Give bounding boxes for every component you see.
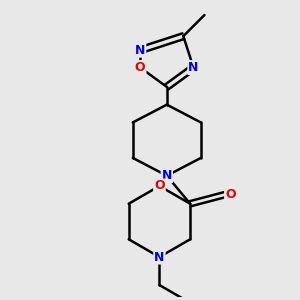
Text: N: N <box>162 169 172 182</box>
Text: O: O <box>135 61 146 74</box>
Text: N: N <box>154 250 165 263</box>
Text: N: N <box>188 61 199 74</box>
Text: O: O <box>154 179 165 193</box>
Text: O: O <box>225 188 236 201</box>
Text: N: N <box>135 44 145 57</box>
